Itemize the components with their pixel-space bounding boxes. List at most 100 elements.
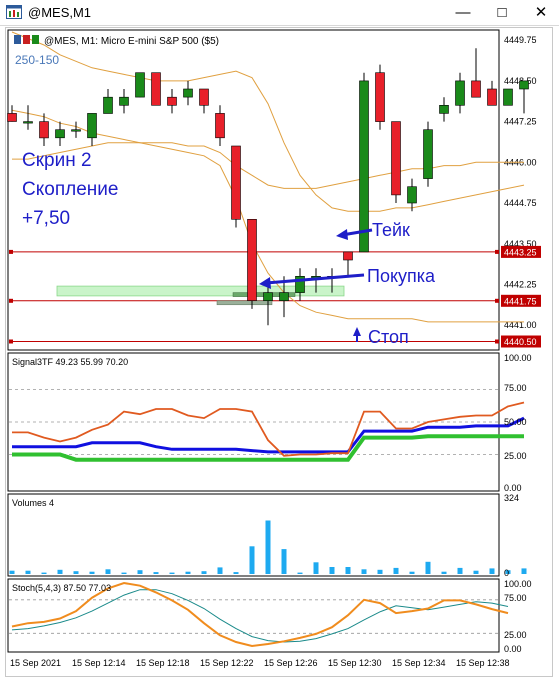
candle-bull[interactable] bbox=[455, 80, 465, 106]
price-scale-label: 4447.25 bbox=[504, 117, 537, 127]
stoch-scale-0: 0.00 bbox=[504, 644, 522, 654]
level-price-label: 4440.50 bbox=[504, 337, 537, 347]
minimize-icon[interactable]: — bbox=[455, 4, 471, 21]
candle-bull[interactable] bbox=[263, 292, 273, 302]
volume-bar bbox=[297, 572, 303, 574]
take-arrow bbox=[336, 228, 373, 240]
annotation-line-1: Скрин 2 bbox=[22, 150, 92, 171]
volume-bar bbox=[425, 561, 431, 574]
window-titlebar: @MES,M1 — □ ✕ bbox=[0, 0, 559, 26]
volume-bar bbox=[73, 571, 79, 574]
candle-bear[interactable] bbox=[375, 72, 385, 122]
stoch-scale-25: 25.00 bbox=[504, 630, 527, 640]
candle-bull[interactable] bbox=[71, 129, 81, 132]
volume-bar bbox=[457, 567, 463, 574]
stop-arrow bbox=[353, 327, 361, 342]
volume-bar bbox=[345, 567, 351, 574]
time-label-5: 15 Sep 12:26 bbox=[264, 658, 318, 668]
volume-bar bbox=[265, 520, 271, 574]
time-label-8: 15 Sep 12:38 bbox=[456, 658, 510, 668]
take-label: Тейк bbox=[372, 220, 410, 240]
volume-bar bbox=[201, 571, 207, 574]
band-middle-line bbox=[11, 109, 524, 189]
signal-panel[interactable] bbox=[7, 352, 500, 492]
volume-panel[interactable] bbox=[7, 493, 500, 577]
candle-bull[interactable] bbox=[503, 88, 513, 106]
signal-line-fast bbox=[12, 401, 525, 457]
candle-bull[interactable] bbox=[87, 113, 97, 139]
candle-bull[interactable] bbox=[183, 88, 193, 98]
volume-bar bbox=[473, 570, 479, 574]
candle-bear[interactable] bbox=[487, 88, 497, 106]
candle-bear[interactable] bbox=[7, 113, 17, 122]
volume-bar bbox=[57, 569, 63, 574]
candle-bear[interactable] bbox=[151, 72, 161, 106]
accumulation-zone bbox=[56, 285, 345, 297]
volume-scale-top: 324 bbox=[504, 493, 519, 503]
candle-bear[interactable] bbox=[247, 219, 257, 302]
signal-scale-100: 100.00 bbox=[504, 353, 532, 363]
time-label-3: 15 Sep 12:18 bbox=[136, 658, 190, 668]
signal-scale-25: 25.00 bbox=[504, 451, 527, 461]
signal-title: Signal3TF 49.23 55.99 70.20 bbox=[12, 357, 128, 367]
time-label-4: 15 Sep 12:22 bbox=[200, 658, 254, 668]
stoch-signal-line bbox=[11, 589, 509, 643]
volume-bar bbox=[313, 562, 319, 574]
level-marker-right bbox=[495, 339, 499, 344]
candle-bear[interactable] bbox=[231, 145, 241, 220]
candle-bear[interactable] bbox=[215, 113, 225, 139]
stoch-panel[interactable] bbox=[7, 578, 500, 653]
annotation-line-3: +7,50 bbox=[22, 208, 70, 229]
volume-bar bbox=[105, 569, 111, 574]
candle-bull[interactable] bbox=[423, 129, 433, 179]
price-scale-label: 4442.25 bbox=[504, 280, 537, 290]
candle-bull[interactable] bbox=[359, 80, 369, 253]
candle-bull[interactable] bbox=[103, 96, 113, 114]
stoch-main-line bbox=[11, 581, 509, 648]
candle-bull[interactable] bbox=[23, 121, 33, 124]
volume-bar bbox=[409, 571, 415, 574]
volume-title: Volumes 4 bbox=[12, 498, 54, 508]
close-icon[interactable]: ✕ bbox=[534, 4, 548, 21]
volume-bar bbox=[521, 568, 527, 574]
candle-bull[interactable] bbox=[407, 186, 417, 204]
volume-bar bbox=[153, 572, 159, 574]
time-label-7: 15 Sep 12:34 bbox=[392, 658, 446, 668]
level-price-tag bbox=[501, 335, 541, 348]
candle-bull[interactable] bbox=[279, 292, 289, 302]
level-marker-right bbox=[495, 298, 499, 303]
volume-bar bbox=[121, 572, 127, 574]
candle-bull[interactable] bbox=[119, 96, 129, 106]
volume-bar bbox=[281, 549, 287, 574]
window-title: @MES,M1 bbox=[28, 5, 92, 20]
candle-bull[interactable] bbox=[55, 129, 65, 139]
time-axis: 15 Sep 2021 15 Sep 12:14 15 Sep 12:18 15… bbox=[10, 658, 510, 668]
candle-bear[interactable] bbox=[343, 251, 353, 261]
candle-bear[interactable] bbox=[391, 121, 401, 196]
candle-bear[interactable] bbox=[199, 88, 209, 106]
candle-bull[interactable] bbox=[439, 105, 449, 114]
time-label-2: 15 Sep 12:14 bbox=[72, 658, 126, 668]
candle-bull[interactable] bbox=[135, 72, 145, 98]
stoch-axis-labels: 100.00 75.00 25.00 0.00 bbox=[504, 579, 532, 654]
candle-bear[interactable] bbox=[39, 121, 49, 139]
candle-bear[interactable] bbox=[471, 80, 481, 98]
volume-scale-bottom: 0 bbox=[504, 568, 509, 578]
signal-scale-0: 0.00 bbox=[504, 483, 522, 493]
signal-axis-labels: 100.00 75.00 50.00 25.00 0.00 bbox=[504, 353, 532, 493]
level-marker-left bbox=[9, 339, 13, 344]
signal-scale-75: 75.00 bbox=[504, 383, 527, 393]
candle-bull[interactable] bbox=[295, 275, 305, 293]
annotation-line-2: Скопление bbox=[22, 179, 118, 200]
candle-bear[interactable] bbox=[167, 96, 177, 106]
volume-bar bbox=[169, 572, 175, 574]
buy-label: Покупка bbox=[367, 266, 436, 286]
maximize-icon[interactable]: □ bbox=[497, 4, 507, 21]
level-price-label: 4443.25 bbox=[504, 247, 537, 257]
volume-bar bbox=[329, 567, 335, 574]
volume-bar bbox=[137, 570, 143, 574]
level-marker-right bbox=[495, 249, 499, 254]
level-price-tag bbox=[501, 294, 541, 307]
candle-bull[interactable] bbox=[519, 80, 529, 90]
